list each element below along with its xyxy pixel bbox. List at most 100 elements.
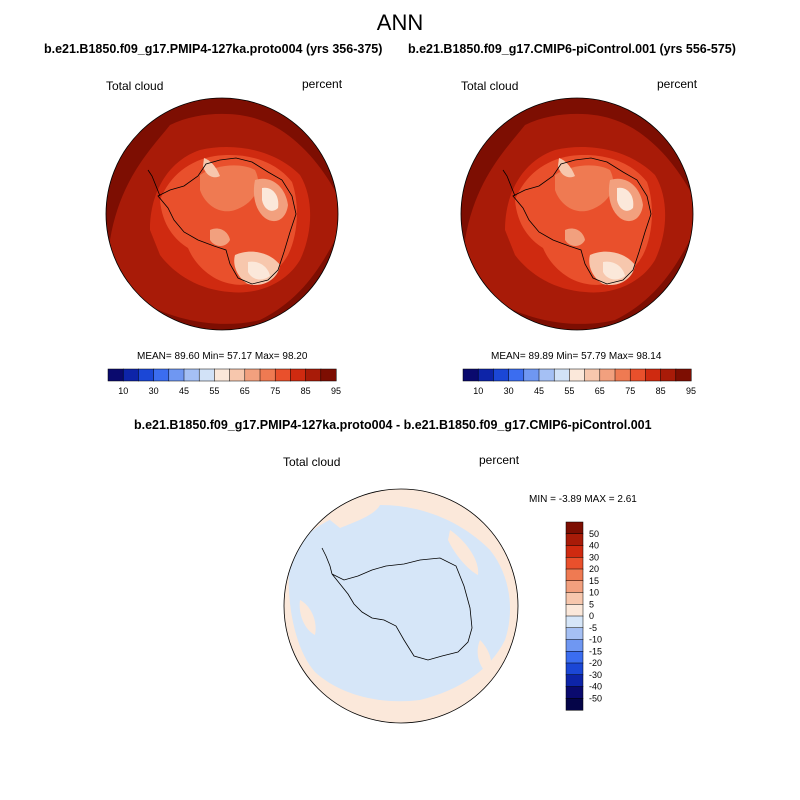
max-label: MAX = [584, 494, 615, 505]
colorbar-box [565, 627, 584, 641]
map-diff-border [283, 488, 519, 724]
map-panel-diff [284, 489, 518, 723]
colorbar-box [584, 368, 601, 382]
colorbar-box [629, 368, 646, 382]
min-label: MIN = [529, 494, 556, 505]
colorbar-tick-label: 65 [240, 386, 250, 396]
colorbar-tick-label: 30 [504, 386, 514, 396]
colorbar-box [229, 368, 246, 382]
colorbar-box [462, 368, 479, 382]
colorbar-tick-label: 45 [179, 386, 189, 396]
colorbar-tick-label: 95 [686, 386, 696, 396]
panel-1-units: percent [302, 77, 343, 91]
max-value: 98.20 [282, 351, 308, 362]
colorbar-box [565, 651, 584, 664]
colorbar-box [565, 639, 584, 652]
colorbar-panel-2: 10 30 45 55 65 75 85 95 [462, 368, 696, 396]
colorbar-tick-label: 45 [534, 386, 544, 396]
colorbar-box [214, 368, 231, 382]
colorbar-panel-1: 10 30 45 55 65 75 85 95 [107, 368, 341, 396]
colorbar-tick-label: -20 [589, 658, 602, 668]
map-panel-2 [461, 98, 693, 330]
colorbar-box [493, 368, 510, 382]
colorbar-box [305, 368, 322, 382]
mean-value: 89.60 [174, 351, 200, 362]
colorbar-box [569, 368, 586, 382]
max-value: 2.61 [617, 494, 637, 505]
panel-1-title: b.e21.B1850.f09_g17.PMIP4-127ka.proto004… [44, 42, 383, 56]
map-1-border [105, 97, 339, 331]
min-label: Min= [556, 351, 579, 362]
colorbar-tick-label: 50 [589, 529, 599, 539]
colorbar-box [645, 368, 662, 382]
colorbar-box [168, 368, 185, 382]
colorbar-box [138, 368, 155, 382]
colorbar-box [565, 686, 584, 699]
colorbar-tick-label: -10 [589, 635, 602, 645]
colorbar-tick-label: 15 [589, 576, 599, 586]
colorbar-box [565, 698, 584, 711]
colorbar-tick-label: -30 [589, 670, 602, 680]
main-title: ANN [376, 10, 424, 35]
min-label: Min= [202, 351, 225, 362]
colorbar-tick-label: 55 [564, 386, 574, 396]
map-2-border [460, 97, 694, 331]
colorbar-tick-label: 55 [209, 386, 219, 396]
colorbar-box [183, 368, 200, 382]
min-value: -3.89 [558, 494, 582, 505]
colorbar-box [565, 674, 584, 688]
colorbar-box [565, 604, 584, 617]
diff-panel-title: b.e21.B1850.f09_g17.PMIP4-127ka.proto004… [134, 418, 652, 432]
max-value: 98.14 [636, 351, 662, 362]
colorbar-tick-label: 20 [589, 564, 599, 574]
mean-label: MEAN= [137, 351, 172, 362]
map-2-peninsula [502, 169, 516, 197]
map-2-coastline [512, 157, 652, 285]
colorbar-tick-label: 85 [301, 386, 311, 396]
colorbar-tick-label: 5 [589, 599, 594, 609]
panel-1-stats: MEAN= 89.60 Min= 57.17 Max= 98.20 [137, 351, 307, 362]
colorbar-box [553, 368, 570, 382]
diff-panel-units: percent [479, 453, 520, 467]
colorbar-tick-label: 95 [331, 386, 341, 396]
colorbar-tick-label: 40 [589, 541, 599, 551]
colorbar-tick-label: 10 [589, 588, 599, 598]
max-label: Max= [254, 351, 280, 362]
colorbar-box [599, 368, 616, 382]
colorbar-tick-label: -15 [589, 646, 602, 656]
min-value: 57.17 [227, 351, 253, 362]
colorbar-box [565, 568, 584, 582]
colorbar-box [320, 368, 337, 382]
colorbar-box [565, 592, 584, 605]
colorbar-box [538, 368, 555, 382]
colorbar-tick-label: 30 [589, 552, 599, 562]
min-value: 57.79 [581, 351, 607, 362]
colorbar-box [614, 368, 631, 382]
colorbar-box [565, 545, 584, 558]
panel-2-title: b.e21.B1850.f09_g17.CMIP6-piControl.001 … [408, 42, 736, 56]
colorbar-box [107, 368, 124, 382]
colorbar-tick-label: -40 [589, 682, 602, 692]
map-panel-1 [106, 98, 338, 330]
map-diff-peninsula [321, 547, 333, 575]
colorbar-tick-label: 85 [656, 386, 666, 396]
colorbar-tick-label: 75 [625, 386, 635, 396]
colorbar-box [259, 368, 276, 382]
panel-2-stats: MEAN= 89.89 Min= 57.79 Max= 98.14 [491, 351, 661, 362]
colorbar-box [565, 615, 584, 629]
colorbar-tick-label: 75 [270, 386, 280, 396]
map-1-coastline [157, 157, 297, 285]
colorbar-box [565, 557, 584, 570]
colorbar-box [290, 368, 307, 382]
panel-1-variable: Total cloud [106, 79, 164, 93]
map-1-peninsula [147, 169, 161, 197]
colorbar-tick-label: 0 [589, 611, 594, 621]
colorbar-box [153, 368, 170, 382]
colorbar-box [244, 368, 261, 382]
colorbar-tick-label: -50 [589, 693, 602, 703]
max-label: Max= [608, 351, 634, 362]
colorbar-tick-label: 65 [595, 386, 605, 396]
colorbar-box [274, 368, 291, 382]
